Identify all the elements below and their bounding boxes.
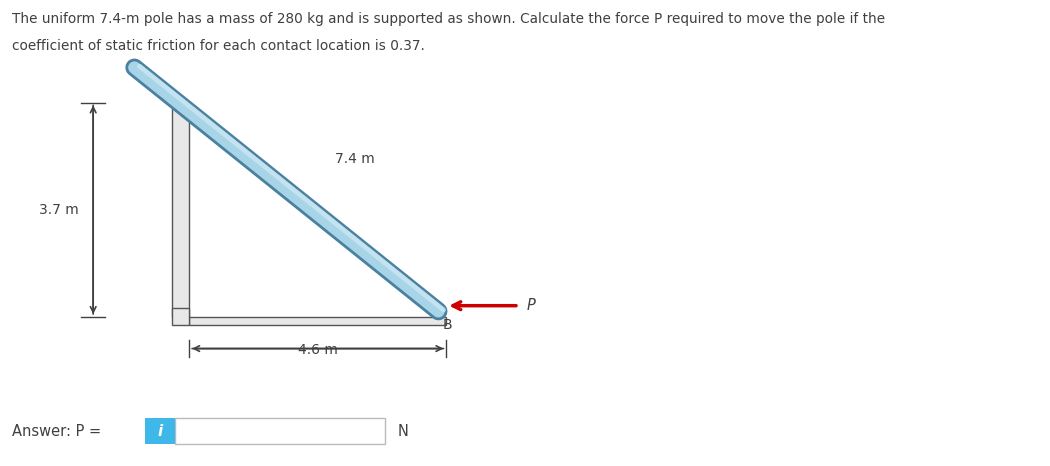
Text: B: B (442, 318, 452, 332)
Bar (189, 317, 446, 325)
Text: A: A (195, 112, 205, 126)
Text: N: N (397, 424, 408, 439)
Text: i: i (158, 424, 163, 439)
Text: coefficient of static friction for each contact location is 0.37.: coefficient of static friction for each … (12, 39, 424, 53)
Bar (145, 418, 174, 444)
Bar (174, 418, 385, 444)
Text: The uniform 7.4-m pole has a mass of 280 kg and is supported as shown. Calculate: The uniform 7.4-m pole has a mass of 280… (12, 12, 885, 26)
Text: 3.7 m: 3.7 m (39, 203, 79, 217)
Text: 7.4 m: 7.4 m (335, 152, 375, 166)
Bar (171, 308, 189, 325)
Text: Answer: P =: Answer: P = (12, 424, 101, 439)
Text: P: P (527, 298, 536, 313)
Bar (171, 103, 189, 317)
Text: 4.6 m: 4.6 m (298, 343, 338, 357)
